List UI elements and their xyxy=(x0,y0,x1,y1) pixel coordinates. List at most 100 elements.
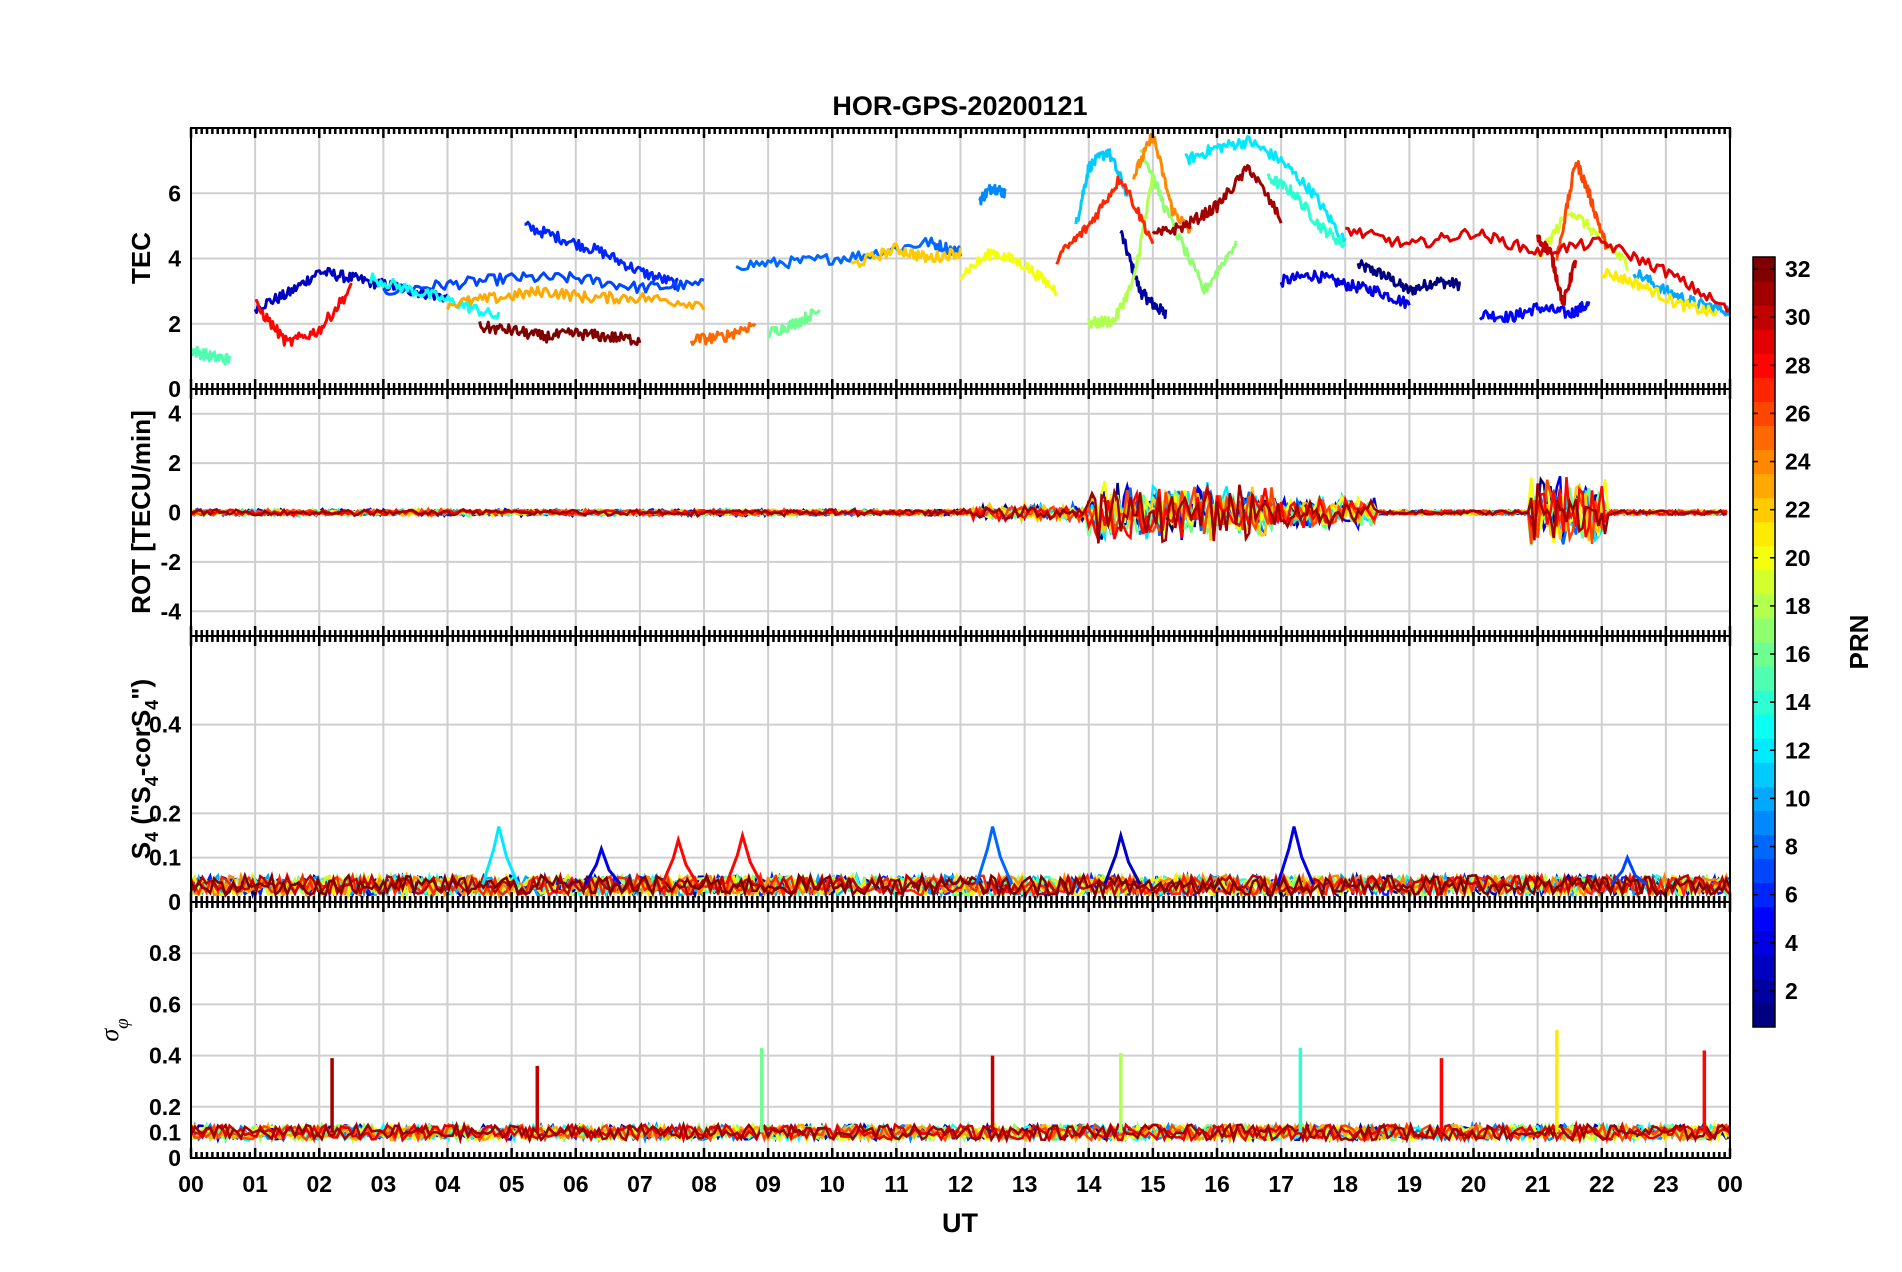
tec-series-prn-24 xyxy=(1132,132,1193,234)
y-tick-label: 0.8 xyxy=(149,940,181,966)
tec-series-prn-10 xyxy=(1632,269,1730,317)
rot-series-prn-31 xyxy=(191,483,1728,544)
tec-series-prn-22 xyxy=(851,242,962,269)
s4-peak xyxy=(975,826,1014,885)
x-tick-label: 20 xyxy=(1461,1171,1487,1197)
x-tick-label: 14 xyxy=(1076,1171,1102,1197)
colorbar-segment xyxy=(1753,257,1775,282)
y-tick-label: 0 xyxy=(168,1145,181,1171)
colorbar-label: PRN xyxy=(1844,615,1874,670)
colorbar-tick-label: 12 xyxy=(1785,737,1811,763)
s4-peak xyxy=(584,844,622,886)
x-tick-label: 00 xyxy=(1717,1171,1743,1197)
x-tick-label: 08 xyxy=(691,1171,717,1197)
sigma-series-prn-23 xyxy=(191,1120,1730,1145)
tec-series-prn-3 xyxy=(253,266,449,314)
tec-y-label: TEC xyxy=(126,232,156,284)
y-tick-label: 0.1 xyxy=(149,845,181,871)
x-tick-label: 16 xyxy=(1204,1171,1230,1197)
s4-y-label-s: S xyxy=(126,842,156,859)
y-tick-label: 0 xyxy=(168,500,181,526)
y-tick-label: 0.2 xyxy=(149,800,181,826)
x-tick-label: 10 xyxy=(819,1171,845,1197)
colorbar-segment xyxy=(1753,425,1775,450)
colorbar-tick-label: 32 xyxy=(1785,256,1811,282)
colorbar-segment xyxy=(1753,690,1775,715)
rot-y-ticks: -4 -2 0 2 4 xyxy=(161,401,182,625)
colorbar-segment xyxy=(1753,762,1775,787)
tec-panel: 0 2 4 6 TEC xyxy=(126,127,1732,402)
tec-series-prn-4 xyxy=(1279,269,1411,309)
tec-series-prn-31 xyxy=(1151,164,1283,236)
colorbar-segment xyxy=(1753,449,1775,475)
s4-y-label-cor: -corS xyxy=(126,710,156,776)
s4-peak xyxy=(481,826,520,885)
x-tick-label: 06 xyxy=(563,1171,589,1197)
tec-series-group xyxy=(191,132,1730,366)
s4-y-label-sub2: 4 xyxy=(142,776,162,786)
tec-series-prn-16 xyxy=(767,308,821,339)
x-tick-label: 22 xyxy=(1589,1171,1615,1197)
tec-grid xyxy=(190,128,1731,390)
x-tick-label: 12 xyxy=(948,1171,974,1197)
colorbar-segment xyxy=(1753,593,1775,619)
colorbar-segment xyxy=(1753,642,1775,667)
y-tick-label: 0.2 xyxy=(149,1094,181,1120)
x-tick-label: 00 xyxy=(178,1171,204,1197)
tec-series-prn-14 xyxy=(1266,173,1347,248)
s4-y-label-end: ") xyxy=(126,679,156,700)
colorbar-segment xyxy=(1753,834,1775,860)
rot-series-group xyxy=(191,475,1728,546)
colorbar-segment xyxy=(1753,882,1775,908)
x-tick-label: 19 xyxy=(1397,1171,1423,1197)
sigma-series-group xyxy=(191,1030,1730,1145)
x-axis-label: UT xyxy=(942,1208,978,1238)
s4-y-label-mid: ("S xyxy=(126,786,156,832)
colorbar-segment xyxy=(1753,305,1775,330)
colorbar-segment xyxy=(1753,978,1775,1004)
x-tick-label: 11 xyxy=(884,1171,909,1197)
tec-series-prn-6 xyxy=(524,220,679,291)
s4-y-label-sub1: 4 xyxy=(142,832,162,842)
sigma-y-label: σφ xyxy=(95,1018,133,1041)
colorbar-segment xyxy=(1753,714,1775,739)
chart-title: HOR-GPS-20200121 xyxy=(832,91,1087,121)
colorbar-segment xyxy=(1753,930,1775,956)
tec-series-prn-20 xyxy=(959,248,1058,297)
x-tick-label: 15 xyxy=(1140,1171,1166,1197)
y-tick-label: 4 xyxy=(168,246,181,272)
y-tick-label: 6 xyxy=(168,180,181,206)
x-tick-label: 01 xyxy=(242,1171,268,1197)
y-tick-label: -4 xyxy=(161,598,182,624)
x-tick-labels: 00 01 02 03 04 05 06 07 08 09 10 11 12 13 14 15 16 17 18 19… xyxy=(178,1171,1743,1197)
colorbar-segment xyxy=(1753,569,1775,595)
colorbar-tick-label: 20 xyxy=(1785,545,1811,571)
colorbar-segment xyxy=(1753,810,1775,835)
colorbar-segment xyxy=(1753,738,1775,763)
tec-y-ticks: 0 2 4 6 xyxy=(168,180,181,402)
s4-peak xyxy=(1103,829,1142,885)
tec-series-prn-13 xyxy=(369,272,501,320)
tec-series-prn-28 xyxy=(254,282,353,347)
tec-series-prn-30 xyxy=(1536,234,1578,307)
colorbar-segment xyxy=(1753,473,1775,499)
tec-series-prn-9 xyxy=(978,183,1007,206)
x-tick-label: 18 xyxy=(1332,1171,1358,1197)
colorbar-tick-label: 10 xyxy=(1785,785,1811,811)
s4-peak xyxy=(1610,853,1648,886)
colorbar-tick-label: 18 xyxy=(1785,593,1811,619)
tec-series-prn-2 xyxy=(1119,230,1168,320)
colorbar-segment xyxy=(1753,401,1775,426)
tec-series-prn-17 xyxy=(1139,148,1238,295)
y-tick-label: 2 xyxy=(168,450,181,476)
x-tick-label: 09 xyxy=(755,1171,781,1197)
colorbar-segment xyxy=(1753,353,1775,378)
colorbar-segment xyxy=(1753,906,1775,932)
tec-series-prn-15 xyxy=(191,345,231,366)
y-tick-label: 0.1 xyxy=(149,1119,181,1145)
y-tick-label: 4 xyxy=(168,401,181,427)
tec-series-prn-18 xyxy=(1087,173,1155,329)
x-tick-label: 23 xyxy=(1653,1171,1679,1197)
